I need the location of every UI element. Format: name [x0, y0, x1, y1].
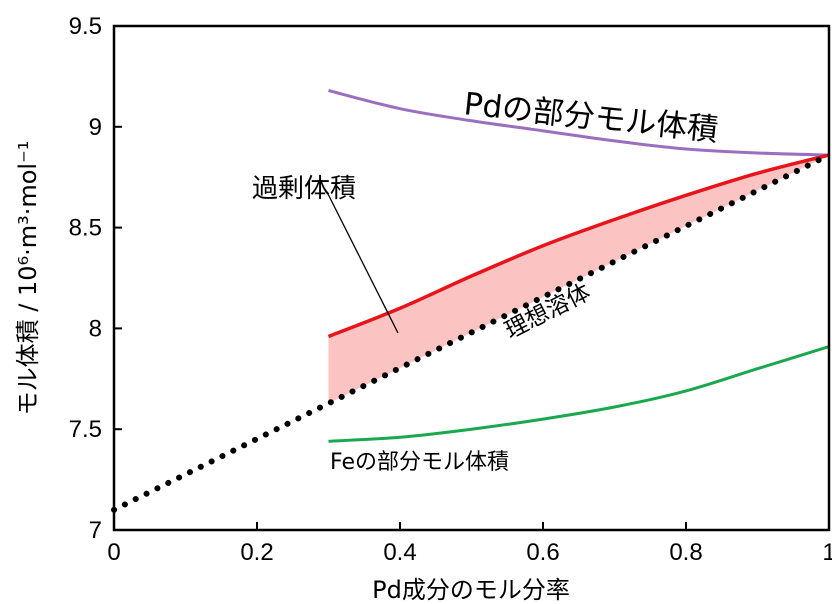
x-tick-label: 1	[822, 539, 832, 566]
y-tick-label: 8	[89, 315, 102, 342]
series-line-2	[328, 345, 830, 443]
y-tick-label: 7.5	[69, 416, 102, 443]
x-tick-label: 0.4	[383, 539, 416, 566]
ticks-layer: 0 0.2 0.4 0.6 0.8 1 7 7.5 8 8.5 9 9.5	[69, 13, 832, 566]
plot-frame	[112, 24, 831, 532]
y-tick-label: 7	[89, 517, 102, 544]
excess-volume-label: 過剰体積	[252, 174, 356, 204]
x-tick-label: 0.8	[669, 539, 702, 566]
series-layer	[111, 89, 832, 513]
y-tick-label: 8.5	[69, 215, 102, 242]
y-tick-label: 9.5	[69, 13, 102, 40]
series-line-ideal-solution	[111, 152, 832, 513]
pd-partial-label: Pdの部分モル体積	[462, 86, 720, 148]
series-line-0	[328, 89, 830, 157]
series-line-1	[327, 153, 830, 339]
fe-partial-label: Feの部分モル体積	[330, 450, 509, 475]
y-tick-label: 9	[89, 114, 102, 141]
x-tick-label: 0.6	[526, 539, 559, 566]
x-tick-label: 0	[107, 539, 120, 566]
y-axis-title: モル体積 / 10⁶·m³·mol⁻¹	[14, 141, 42, 416]
x-axis-title: Pd成分のモル分率	[372, 576, 570, 604]
excess-volume-leader-line	[327, 193, 399, 334]
x-tick-label: 0.2	[240, 539, 273, 566]
